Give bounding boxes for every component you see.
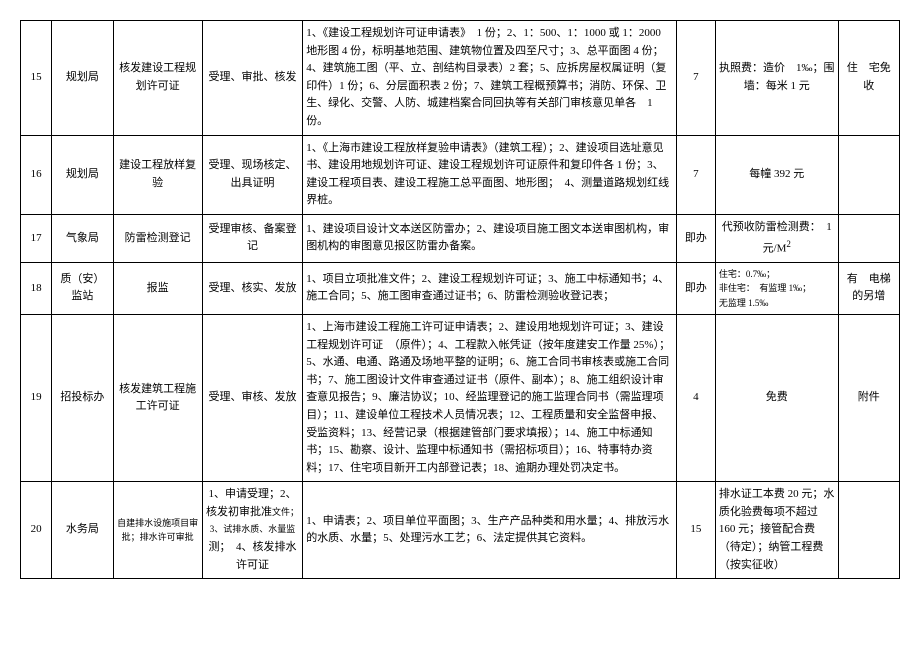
procedure: 受理、审核、发放 [202,314,302,481]
table-row: 18质（安）监站报监受理、核实、发放1、项目立项批准文件；2、建设工程规划许可证… [21,262,900,314]
requirements: 1、建设项目设计文本送区防雷办；2、建设项目施工图文本送审图机构，审图机构的审图… [303,214,677,262]
table-row: 16规划局建设工程放样复验受理、现场核定、出具证明1、《上海市建设工程放样复验申… [21,135,900,214]
requirements: 1、《建设工程规划许可证申请表》 1 份；2、1：500、1：1000 或 1：… [303,21,677,136]
item-name: 报监 [113,262,202,314]
department: 招投标办 [52,314,113,481]
procedure: 受理、现场核定、出具证明 [202,135,302,214]
fee: 排水证工本费 20 元；水质化验费每项不超过 160 元；接管配合费（待定）；纳… [715,482,838,579]
table-row: 17气象局防雷检测登记受理审核、备案登记1、建设项目设计文本送区防雷办；2、建设… [21,214,900,262]
note: 附件 [838,314,899,481]
note [838,214,899,262]
days: 7 [676,135,715,214]
procedure: 受理审核、备案登记 [202,214,302,262]
requirements: 1、上海市建设工程施工许可证申请表；2、建设用地规划许可证；3、建设工程规划许可… [303,314,677,481]
requirements: 1、申请表；2、项目单位平面图；3、生产产品种类和用水量；4、排放污水的水质、水… [303,482,677,579]
note [838,482,899,579]
item-name: 防雷检测登记 [113,214,202,262]
row-number: 17 [21,214,52,262]
item-name: 核发建设工程规划许可证 [113,21,202,136]
row-number: 16 [21,135,52,214]
table-row: 20水务局自建排水设施项目审批；排水许可审批1、申请受理；2、核发初审批准文件；… [21,482,900,579]
item-name: 自建排水设施项目审批；排水许可审批 [113,482,202,579]
row-number: 19 [21,314,52,481]
table-row: 19招投标办核发建筑工程施工许可证受理、审核、发放1、上海市建设工程施工许可证申… [21,314,900,481]
note: 有 电梯 的另增 [838,262,899,314]
department: 规划局 [52,135,113,214]
procedure: 1、申请受理；2、核发初审批准文件；3、试排水质、水量监测； 4、核发排水许可证 [202,482,302,579]
row-number: 18 [21,262,52,314]
days: 15 [676,482,715,579]
department: 质（安）监站 [52,262,113,314]
fee: 免费 [715,314,838,481]
department: 气象局 [52,214,113,262]
procedure: 受理、核实、发放 [202,262,302,314]
procedure: 受理、审批、核发 [202,21,302,136]
fee: 住宅：0.7‰；非住宅： 有监理 1‰；无监理 1.5‰ [715,262,838,314]
department: 规划局 [52,21,113,136]
days: 即办 [676,214,715,262]
fee: 每幢 392 元 [715,135,838,214]
days: 7 [676,21,715,136]
table-row: 15规划局核发建设工程规划许可证受理、审批、核发1、《建设工程规划许可证申请表》… [21,21,900,136]
requirements: 1、《上海市建设工程放样复验申请表》（建筑工程）；2、建设项目选址意见书、建设用… [303,135,677,214]
item-name: 建设工程放样复验 [113,135,202,214]
row-number: 15 [21,21,52,136]
row-number: 20 [21,482,52,579]
days: 4 [676,314,715,481]
fee: 代预收防雷检测费： 1 元/M2 [715,214,838,262]
note [838,135,899,214]
department: 水务局 [52,482,113,579]
days: 即办 [676,262,715,314]
item-name: 核发建筑工程施工许可证 [113,314,202,481]
requirements: 1、项目立项批准文件；2、建设工程规划许可证；3、施工中标通知书；4、施工合同；… [303,262,677,314]
note: 住 宅免收 [838,21,899,136]
approval-table: 15规划局核发建设工程规划许可证受理、审批、核发1、《建设工程规划许可证申请表》… [20,20,900,579]
fee: 执照费：造价 1‰；围墙：每米 1 元 [715,21,838,136]
